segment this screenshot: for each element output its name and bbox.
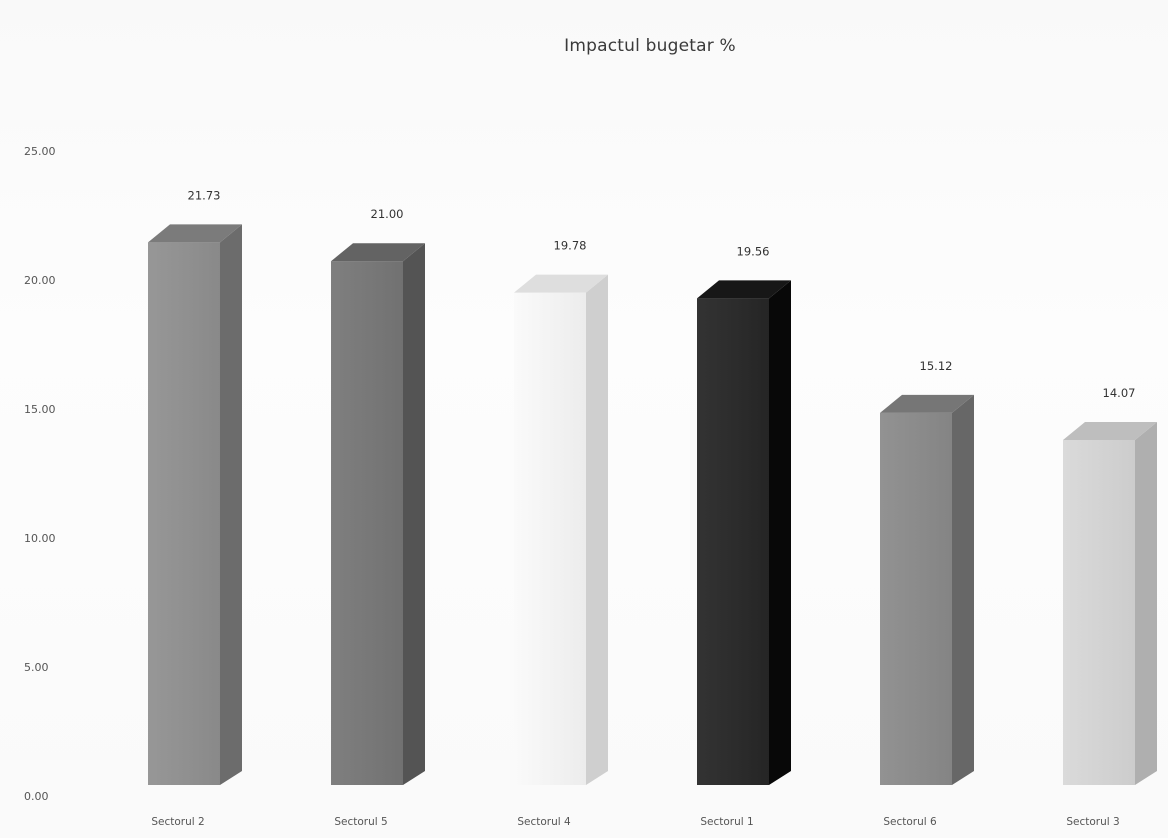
bar-front: [514, 292, 586, 785]
y-tick-label: 0.00: [24, 790, 49, 803]
bar-side: [220, 224, 242, 786]
x-tick-label: Sectorul 1: [700, 816, 753, 828]
data-label: 21.73: [188, 188, 221, 202]
bar-front: [331, 261, 403, 785]
x-tick-label: Sectorul 5: [334, 816, 387, 828]
bar-side: [403, 243, 425, 785]
y-tick-label: 5.00: [24, 661, 49, 674]
bar-3: 19.78 Sectorul 4: [514, 239, 608, 828]
bar-top: [880, 394, 974, 413]
y-tick-label: 15.00: [24, 403, 56, 416]
bar-4: 19.56 Sectorul 1: [697, 244, 791, 828]
x-tick-label: Sectorul 3: [1066, 816, 1119, 828]
bar-side: [769, 280, 791, 785]
bar-5: 15.12 Sectorul 6: [880, 359, 974, 828]
x-tick-label: Sectorul 4: [517, 816, 571, 828]
x-tick-label: Sectorul 2: [151, 816, 204, 828]
bar-top: [148, 224, 242, 243]
x-tick-label: Sectorul 6: [883, 816, 937, 828]
bar-top: [514, 274, 608, 293]
data-label: 15.12: [920, 359, 953, 373]
data-label: 19.56: [737, 244, 770, 258]
bar-side: [1135, 421, 1157, 785]
data-label: 14.07: [1103, 386, 1136, 400]
bar-6: 14.07 Sectorul 3: [1063, 386, 1157, 828]
bar-front: [697, 298, 769, 785]
bar-front: [880, 412, 952, 785]
bar-front: [1063, 439, 1135, 785]
y-tick-label: 10.00: [24, 532, 56, 545]
bar-1: 21.73 Sectorul 2: [148, 188, 242, 828]
bar-side: [952, 394, 974, 785]
bar-top: [1063, 421, 1157, 440]
data-label: 19.78: [554, 239, 587, 253]
bar-2: 21.00 Sectorul 5: [331, 207, 425, 828]
bar-top: [697, 280, 791, 299]
bar-front: [148, 242, 220, 786]
bar-side: [586, 274, 608, 785]
y-tick-label: 25.00: [24, 145, 56, 158]
y-tick-label: 20.00: [24, 274, 56, 287]
data-label: 21.00: [371, 207, 404, 221]
chart-title: Impactul bugetar %: [564, 36, 736, 56]
bar-top: [331, 243, 425, 262]
